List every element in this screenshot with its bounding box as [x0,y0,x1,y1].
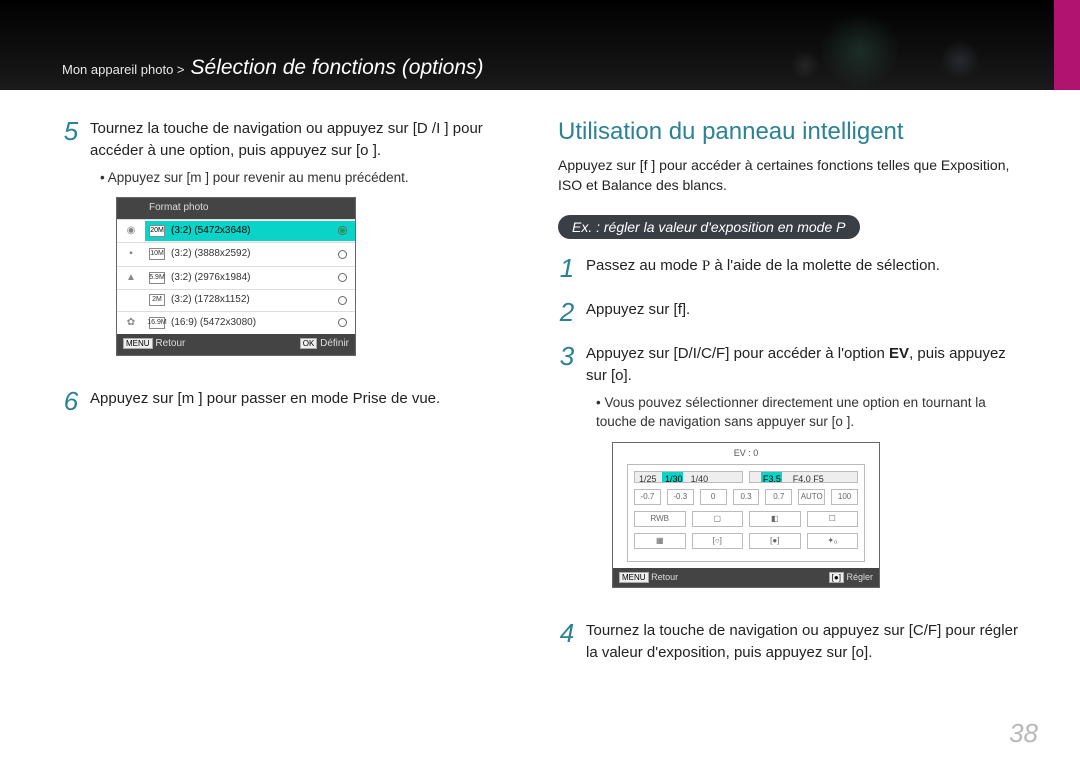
blank-icon [117,296,145,304]
section-intro: Appuyez sur [f ] pour accéder à certaine… [558,156,1018,195]
step-body: Appuyez sur [m ] pour passer en mode Pri… [90,388,440,414]
size-badge: 20M [149,225,165,237]
panel-btn: 0.7 [765,489,792,505]
menu-key-badge: MENU [619,572,649,583]
section-title: Utilisation du panneau intelligent [558,118,1018,146]
bokeh-circle [790,50,820,80]
aperture-slider: F3.5 F4.0 F5 [749,471,858,483]
size-badge: 5.9M [149,272,165,284]
ev-row: -0.7 -0.3 0 0.3 0.7 AUTO 100 [634,489,858,505]
panel-btn: AUTO [798,489,825,505]
panel-btn: 100 [831,489,858,505]
bokeh-circle [940,40,980,80]
step-number: 4 [558,620,576,664]
ok-key-badge: OK [300,338,318,349]
page-title: Sélection de fonctions (options) [191,56,484,80]
radio-icon [338,273,347,282]
step-body: Tournez la touche de navigation ou appuy… [586,620,1018,664]
format-option-selected: 20M (3:2) (5472x3648) [145,221,355,242]
step-body: Appuyez sur [f]. [586,299,690,325]
format-option: 5.9M (3:2) (2976x1984) [145,268,355,289]
page-number: 38 [1009,718,1038,749]
breadcrumb: Mon appareil photo > Sélection de foncti… [62,56,484,80]
menu-key-badge: MENU [123,338,153,349]
content-area: 5 Tournez la touche de navigation ou app… [0,90,1080,681]
step-number: 3 [558,343,576,602]
step-subnote: Vous pouvez sélectionner directement une… [596,393,1018,432]
header-bar: Mon appareil photo > Sélection de foncti… [0,0,1080,90]
radio-icon [338,250,347,259]
metering-row: ▦ [○] [●] ✦ₒ [634,533,858,549]
ev-header: EV : 0 [613,443,879,464]
accent-stripe [1054,0,1080,90]
step-6: 6 Appuyez sur [m ] pour passer en mode P… [62,388,522,414]
step-2: 2 Appuyez sur [f]. [558,299,1018,325]
set-key-badge: [●] [829,572,844,583]
format-option: 10M (3:2) (3888x2592) [145,244,355,265]
format-option: 2M (3:2) (1728x1152) [145,290,355,311]
radio-icon [338,296,347,305]
wb-row: RWB ▢ ◧ ☐ [634,511,858,527]
mock-footer: MENU Retour OK Définir [117,334,355,355]
size-badge: 10M [149,248,165,260]
right-column: Utilisation du panneau intelligent Appuy… [558,118,1018,681]
step-body: Passez au mode P à l'aide de la molette … [586,255,940,281]
panel-btn: [○] [692,533,744,549]
panel-btn: ◧ [749,511,801,527]
step-body: Tournez la touche de navigation ou appuy… [90,118,522,370]
panel-btn: 0.3 [733,489,760,505]
step-number: 6 [62,388,80,414]
step-body: Appuyez sur [D/I/C/F] pour accéder à l'o… [586,343,1018,602]
video-icon: ▪ [117,243,145,266]
mock-footer: MENU Retour [●] Régler [613,568,879,587]
panel-btn: -0.3 [667,489,694,505]
format-option: 16.9M (16:9) (5472x3080) [145,313,355,334]
panel-btn: -0.7 [634,489,661,505]
breadcrumb-path: Mon appareil photo > [62,62,185,77]
radio-icon [338,318,347,327]
step-subnote: Appuyez sur [m ] pour revenir au menu pr… [100,168,522,188]
panel-btn: ▦ [634,533,686,549]
smart-panel-mock: EV : 0 1/25 1/30 1/40 F3.5 [612,442,880,588]
size-badge: 2M [149,294,165,306]
step-number: 2 [558,299,576,325]
panel-btn: ▢ [692,511,744,527]
shutter-slider: 1/25 1/30 1/40 [634,471,743,483]
panel-btn: ✦ₒ [807,533,859,549]
step-5: 5 Tournez la touche de navigation ou app… [62,118,522,370]
step-text: Tournez la touche de navigation ou appuy… [90,120,483,159]
bokeh-circle [820,10,900,90]
mock-title: Format photo [117,198,355,219]
format-photo-mock: Format photo ◉ 20M (3:2) (5472x3648) ▪ 1… [116,197,356,356]
panel-btn: [●] [749,533,801,549]
step-1: 1 Passez au mode P à l'aide de la molett… [558,255,1018,281]
step-number: 1 [558,255,576,281]
panel-btn: 0 [700,489,727,505]
step-3: 3 Appuyez sur [D/I/C/F] pour accéder à l… [558,343,1018,602]
step-number: 5 [62,118,80,370]
gear-icon: ✿ [117,312,145,335]
user-icon: ▲ [117,267,145,290]
step-4: 4 Tournez la touche de navigation ou app… [558,620,1018,664]
example-badge: Ex. : régler la valeur d'exposition en m… [558,215,860,239]
panel-btn: RWB [634,511,686,527]
radio-selected-icon [338,226,347,235]
camera-icon: ◉ [117,220,145,243]
panel-btn: ☐ [807,511,859,527]
size-badge: 16.9M [149,317,165,329]
left-column: 5 Tournez la touche de navigation ou app… [62,118,522,681]
